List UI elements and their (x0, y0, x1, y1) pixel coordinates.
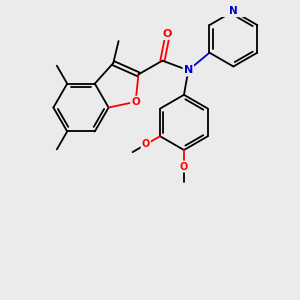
Text: N: N (184, 65, 193, 75)
Text: O: O (142, 140, 150, 149)
Text: O: O (131, 97, 140, 107)
Text: O: O (180, 162, 188, 172)
Text: O: O (162, 29, 172, 39)
Text: N: N (229, 6, 238, 16)
